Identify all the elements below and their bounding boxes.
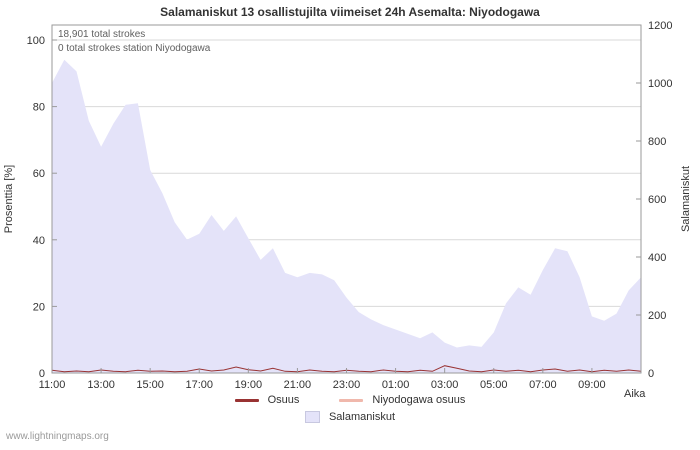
x-tick-label: 21:00 <box>284 379 312 391</box>
x-tick-label: 01:00 <box>382 379 410 391</box>
x-tick-label: 11:00 <box>39 379 66 391</box>
left-tick-label: 100 <box>27 35 45 47</box>
x-tick-label: 07:00 <box>529 379 557 391</box>
area-salamaniskut <box>52 59 641 374</box>
x-tick-label: 09:00 <box>578 379 606 391</box>
right-tick-label: 0 <box>648 368 654 380</box>
right-tick-label: 1200 <box>648 20 672 32</box>
x-tick-label: 03:00 <box>431 379 459 391</box>
right-axis-title: Salamaniskut <box>680 166 692 232</box>
legend-item-salamaniskut: Salamaniskut <box>304 411 396 423</box>
left-axis-title: Prosenttia [%] <box>3 165 15 233</box>
x-tick-label: 13:00 <box>87 379 115 391</box>
legend-swatch-line <box>234 398 259 402</box>
x-tick-label: 05:00 <box>480 379 508 391</box>
left-tick-label: 20 <box>33 301 45 313</box>
x-tick-label: 23:00 <box>333 379 361 391</box>
legend-label: Osuus <box>267 394 300 406</box>
station-strokes-annotation: 0 total strokes station Niyodogawa <box>58 43 211 54</box>
x-tick-label: 17:00 <box>185 379 213 391</box>
total-strokes-annotation: 18,901 total strokes <box>58 29 146 40</box>
legend-label: Niyodogawa osuus <box>372 394 466 406</box>
right-tick-label: 800 <box>648 136 666 148</box>
left-tick-label: 80 <box>33 102 45 114</box>
right-tick-label: 1000 <box>648 78 672 90</box>
x-axis-label: Aika <box>624 388 646 400</box>
legend: Osuus Niyodogawa osuus Salamaniskut <box>0 394 700 423</box>
legend-label: Salamaniskut <box>328 411 396 423</box>
legend-row: Salamaniskut <box>304 411 396 423</box>
right-tick-label: 200 <box>648 310 666 322</box>
legend-swatch-area <box>304 411 320 423</box>
right-tick-label: 400 <box>648 252 666 264</box>
x-tick-label: 15:00 <box>136 379 164 391</box>
left-tick-label: 40 <box>33 235 45 247</box>
chart-title: Salamaniskut 13 osallistujilta viimeiset… <box>160 5 540 19</box>
legend-swatch-line <box>339 398 364 402</box>
x-tick-label: 19:00 <box>235 379 263 391</box>
left-tick-label: 60 <box>33 168 45 180</box>
legend-item-niyodogawa-osuus: Niyodogawa osuus <box>339 394 465 406</box>
legend-item-osuus: Osuus <box>234 394 300 406</box>
legend-row: Osuus Niyodogawa osuus <box>234 394 465 406</box>
watermark: www.lightningmaps.org <box>6 431 109 442</box>
left-tick-label: 0 <box>39 368 45 380</box>
right-tick-label: 600 <box>648 194 666 206</box>
